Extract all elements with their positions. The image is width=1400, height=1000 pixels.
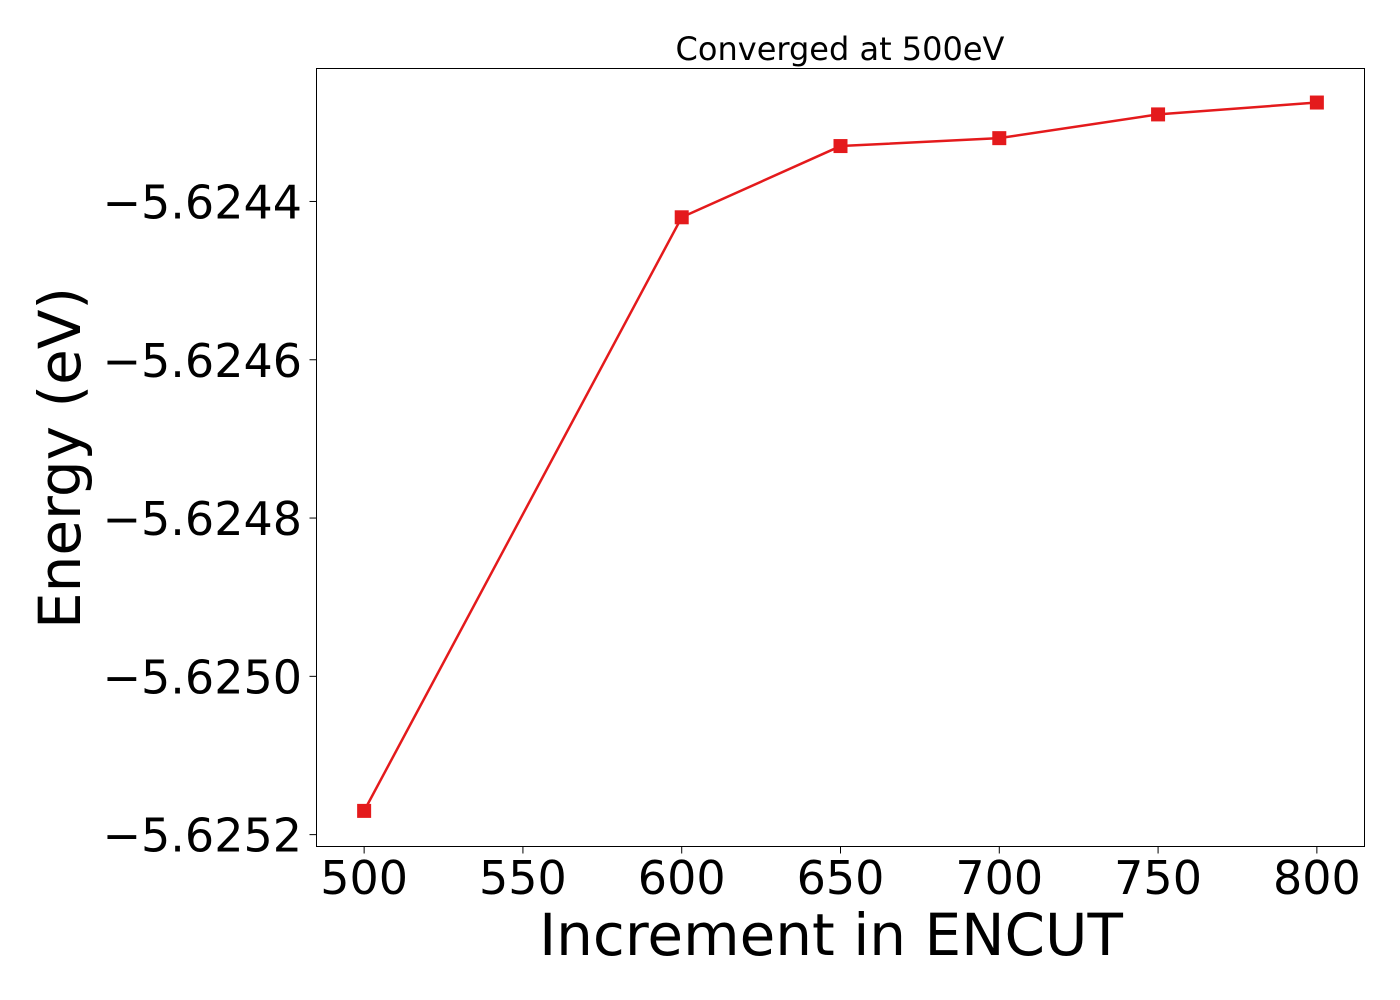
y-tick-label: −5.6246 xyxy=(103,334,303,388)
y-axis-ticks: −5.6252 −5.6250 −5.6248 −5.6246 −5.6244 xyxy=(103,175,317,863)
x-tick-label: 550 xyxy=(479,851,567,905)
x-axis-label: Increment in ENCUT xyxy=(539,901,1123,969)
data-point-marker xyxy=(1309,95,1324,110)
x-tick-label: 750 xyxy=(1114,851,1202,905)
chart-title: Converged at 500eV xyxy=(676,30,1005,68)
y-axis-label: Energy (eV) xyxy=(26,287,94,629)
y-tick-label: −5.6244 xyxy=(103,175,303,229)
y-tick-label: −5.6250 xyxy=(103,650,303,704)
x-tick-label: 500 xyxy=(320,851,408,905)
plot-area-frame xyxy=(316,68,1365,847)
data-series xyxy=(357,95,1324,818)
x-tick-label: 650 xyxy=(797,851,885,905)
data-point-marker xyxy=(1151,107,1166,122)
x-tick-label: 700 xyxy=(955,851,1043,905)
series-line xyxy=(363,101,1317,812)
y-tick-label: −5.6252 xyxy=(103,809,303,863)
x-axis-ticks: 500 550 600 650 700 750 800 xyxy=(320,846,1361,905)
data-point-marker xyxy=(833,139,848,154)
data-point-marker xyxy=(357,803,372,818)
data-point-marker xyxy=(992,131,1007,146)
y-tick-label: −5.6248 xyxy=(103,492,303,546)
x-tick-label: 600 xyxy=(638,851,726,905)
data-point-marker xyxy=(674,210,689,225)
x-tick-label: 800 xyxy=(1273,851,1361,905)
